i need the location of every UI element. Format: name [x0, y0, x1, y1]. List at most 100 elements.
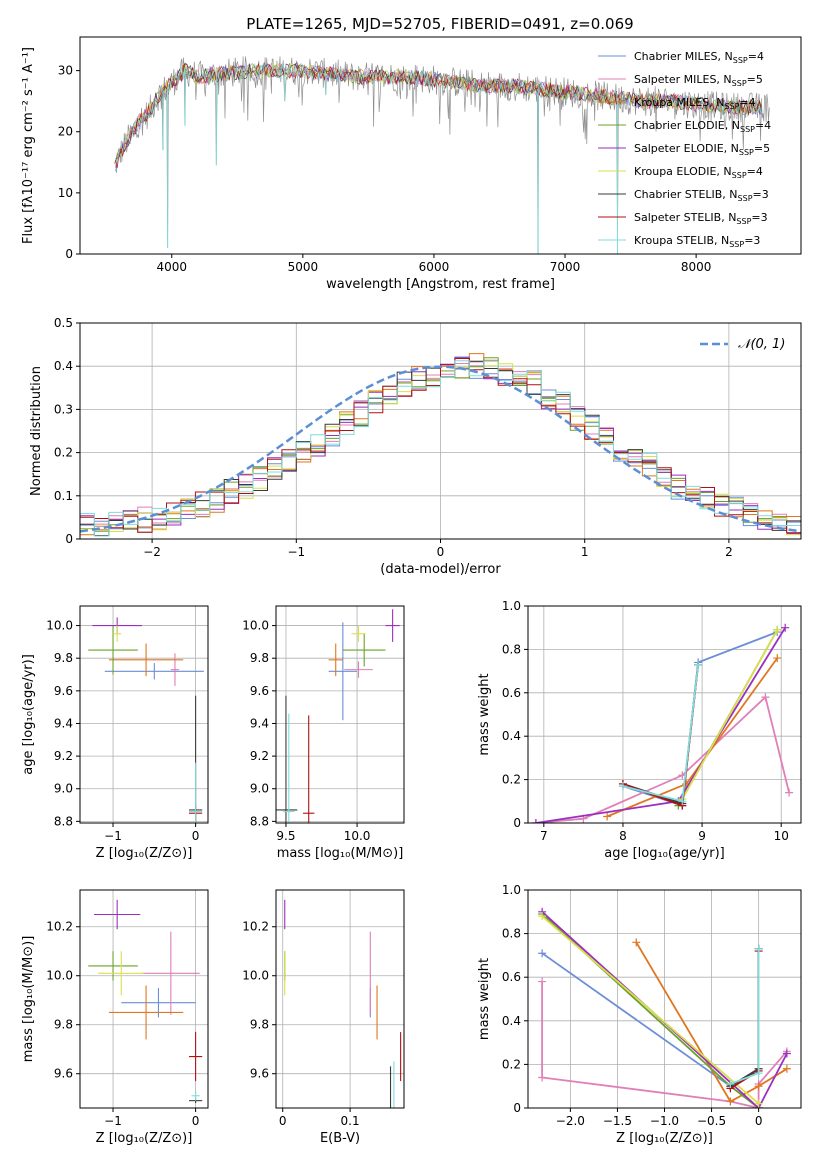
y-tick-label: 9.8 — [250, 651, 269, 665]
series-marker — [782, 1049, 791, 1058]
spectrum-model-8 — [115, 62, 762, 168]
y-tick-label: 0 — [513, 816, 521, 830]
series-marker — [726, 1097, 735, 1106]
x-tick-label: 0 — [192, 1114, 200, 1128]
y-tick-label: 9.2 — [250, 749, 269, 763]
y-tick-label: 10.0 — [242, 619, 269, 633]
Z-mass-points — [88, 899, 203, 1104]
series-marker — [603, 812, 612, 821]
histogram-frame — [79, 322, 802, 540]
y-tick-label: 0.2 — [54, 446, 73, 460]
y-tick-label: 10.2 — [242, 920, 269, 934]
x-tick-label: 9 — [698, 829, 706, 843]
series-marker — [773, 625, 782, 634]
Z-age-xlabel: Z [log₁₀(Z/Z⊙)] — [96, 846, 193, 861]
x-tick-label: 7000 — [550, 260, 581, 274]
x-tick-label: 8 — [619, 829, 627, 843]
y-tick-label: 9.6 — [54, 1067, 73, 1081]
series-marker — [754, 1069, 763, 1078]
x-tick-label: 0.1 — [341, 1114, 360, 1128]
y-tick-label: 9.0 — [54, 782, 73, 796]
legend-entry: Salpeter STELIB, NSSP=3 — [634, 211, 768, 226]
y-tick-label: 1.0 — [502, 599, 521, 613]
x-tick-label: −1.0 — [650, 1114, 679, 1128]
legend-entry: Salpeter MILES, NSSP=5 — [634, 73, 763, 88]
x-tick-label: −0.5 — [697, 1114, 726, 1128]
y-tick-label: 0.2 — [502, 1057, 521, 1071]
Z-age-points — [88, 617, 204, 823]
Z-age-ylabel: age [log₁₀(age/yr)] — [21, 654, 36, 775]
y-tick-label: 10.0 — [46, 619, 73, 633]
series-line — [541, 981, 788, 1108]
x-tick-label: 5000 — [288, 260, 319, 274]
age-massweight-series — [531, 623, 794, 823]
y-tick-label: 8.8 — [250, 814, 269, 828]
series-marker — [785, 788, 794, 797]
y-tick-label: 0.4 — [54, 359, 73, 373]
series-line — [730, 948, 760, 1085]
Z-age-frame — [79, 605, 209, 824]
residual-histogram-xlabel: (data-model)/error — [380, 562, 501, 577]
x-tick-label: 1 — [581, 545, 589, 559]
x-tick-label: −1 — [104, 829, 122, 843]
Z-massweight-frame — [527, 889, 802, 1109]
series-marker — [726, 1080, 735, 1089]
series-marker — [773, 654, 782, 663]
x-tick-label: 10 — [774, 829, 789, 843]
y-tick-label: 9.8 — [54, 651, 73, 665]
EBV-mass-axes: 0 0.1 9.6 9.8 10.0 10.2 E(B-V) — [242, 890, 404, 1146]
x-tick-label: −1 — [287, 545, 305, 559]
x-tick-label: 0 — [755, 1114, 763, 1128]
series-marker — [538, 977, 547, 986]
age-massweight-frame — [527, 605, 802, 824]
spectrum-frame — [79, 36, 802, 255]
Z-massweight-ylabel: mass weight — [477, 958, 492, 1040]
y-tick-label: 9.4 — [54, 716, 73, 730]
x-tick-label: −2.0 — [556, 1114, 585, 1128]
EBV-mass-frame — [275, 889, 405, 1109]
residual-histogram-ylabel: Normed distribution — [29, 366, 44, 496]
normal-curve — [80, 365, 801, 533]
x-tick-label: 10.0 — [344, 829, 371, 843]
x-tick-label: 8000 — [681, 260, 712, 274]
y-tick-label: 0.4 — [502, 729, 521, 743]
age-massweight-ylabel: mass weight — [477, 673, 492, 755]
x-tick-label: 9.5 — [276, 829, 295, 843]
y-tick-label: 0 — [513, 1101, 521, 1115]
y-tick-label: 9.4 — [250, 716, 269, 730]
y-tick-label: 9.6 — [54, 684, 73, 698]
legend-entry: Kroupa STELIB, NSSP=3 — [634, 234, 760, 249]
series-line — [729, 951, 760, 1090]
series-marker — [694, 660, 703, 669]
age-massweight-axes: 7 8 9 10 0 0.2 0.4 0.6 0.8 1.0 age [log₁₀(age/yr)]… — [477, 599, 801, 861]
mass-age-frame — [275, 605, 405, 824]
legend-entry: Chabrier ELODIE, NSSP=4 — [634, 119, 771, 134]
figure-title: PLATE=1265, MJD=52705, FIBERID=0491, z=0… — [246, 15, 633, 33]
Z-mass-xlabel: Z [log₁₀(Z/Z⊙)] — [96, 1131, 193, 1146]
y-tick-label: 0.5 — [54, 316, 73, 330]
y-tick-label: 10.0 — [46, 969, 73, 983]
series-marker — [754, 944, 763, 953]
y-tick-label: 0.6 — [502, 686, 521, 700]
y-tick-label: 9.8 — [250, 1018, 269, 1032]
series-line — [729, 948, 760, 1087]
x-tick-label: 7 — [540, 829, 548, 843]
EBV-mass-xlabel: E(B-V) — [320, 1131, 360, 1146]
y-tick-label: 10 — [58, 186, 73, 200]
series-marker — [781, 623, 790, 632]
series-line — [635, 941, 788, 1103]
y-tick-label: 30 — [58, 64, 73, 78]
series-marker — [761, 693, 770, 702]
y-tick-label: 0.8 — [502, 927, 521, 941]
y-tick-label: 9.2 — [54, 749, 73, 763]
residual-histogram-axes: −2 −1 0 1 2 0 0.1 0.2 0.3 0.4 0.5 (data-model)/erro… — [29, 316, 801, 577]
x-tick-label: 0 — [192, 829, 200, 843]
series-marker — [538, 912, 547, 921]
Z-mass-axes: −1 0 9.6 9.8 10.0 10.2 Z [log₁₀(Z/Z⊙)] mass [lo… — [21, 890, 208, 1146]
legend-entry: Chabrier STELIB, NSSP=3 — [634, 188, 769, 203]
y-tick-label: 0 — [65, 247, 73, 261]
y-tick-label: 0.1 — [54, 489, 73, 503]
x-tick-label: 2 — [725, 545, 733, 559]
x-tick-label: 0 — [437, 545, 445, 559]
